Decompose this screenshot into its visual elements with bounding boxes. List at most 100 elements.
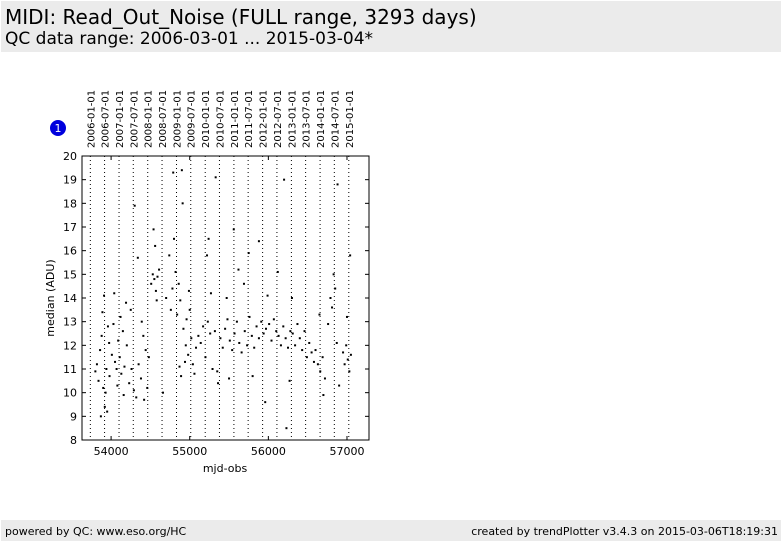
data-point [174,270,177,273]
data-point [156,275,159,278]
data-points [94,169,352,430]
data-point [336,183,339,186]
badge-icon[interactable]: 1 [50,120,66,136]
page-title: MIDI: Read_Out_Noise (FULL range, 3293 d… [5,5,477,29]
data-point [329,297,332,299]
data-point [303,330,306,333]
data-point [197,334,200,337]
data-point [298,337,301,340]
data-point [266,294,269,297]
data-point [345,344,348,347]
data-point [231,349,234,352]
data-point [144,349,147,352]
data-point [193,372,196,375]
data-point [224,327,227,330]
y-tick-label: 14 [63,292,77,305]
data-point [255,325,258,328]
badge-label: 1 [55,122,62,135]
data-point [206,320,209,323]
data-point [101,311,104,314]
data-point [97,379,100,382]
data-point [211,368,214,370]
data-point [125,301,128,304]
data-point [206,254,209,257]
data-point [130,368,133,370]
data-point [319,370,322,373]
data-point [240,351,243,354]
date-tick-label: 2014-07-01 [330,90,341,148]
data-point [301,349,304,352]
y-tick-label: 19 [63,174,77,187]
y-tick-label: 8 [70,434,77,447]
data-point [316,363,319,366]
data-point [323,377,326,380]
data-point [312,360,315,363]
data-point [343,363,346,366]
data-point [110,353,113,356]
data-point [318,313,321,316]
created-by-text: created by trendPlotter v3.4.3 on 2015-0… [471,525,778,538]
data-point [291,332,294,335]
data-point [331,306,334,309]
date-tick-label: 2009-01-01 [173,90,184,148]
data-point [332,273,335,276]
data-point [171,287,174,290]
data-point [345,315,348,318]
data-point [100,334,103,337]
data-point [142,334,145,337]
date-tick-label: 2010-07-01 [215,90,226,148]
date-tick-label: 2006-01-01 [86,90,97,148]
data-point [146,386,149,389]
data-point [282,325,285,328]
data-point [155,299,158,302]
data-point [225,297,228,299]
data-point [188,308,191,311]
data-point [268,323,271,326]
data-point [235,320,238,323]
data-point [133,204,136,207]
data-point [233,332,236,335]
data-point [204,356,207,359]
data-point [172,237,175,240]
data-point [219,337,222,340]
data-point [284,337,287,340]
data-point [216,370,219,373]
powered-by-text: powered by QC: www.eso.org/HC [5,525,187,538]
data-point [147,356,150,359]
data-point [184,360,187,363]
date-tick-label: 2011-07-01 [244,90,255,148]
data-point [213,330,216,333]
data-point [190,337,193,340]
date-tick-label: 2012-01-01 [259,90,270,148]
y-tick-label: 15 [63,268,77,281]
data-point [105,368,108,370]
trend-chart: 2006-01-01 2006-07-01 2007-01-01 2007-07-01… [44,90,370,475]
data-point [289,330,292,333]
y-tick-label: 17 [63,221,77,234]
x-tick-label: 54000 [94,445,129,458]
data-point [228,377,231,380]
data-point [151,273,154,276]
data-point [276,270,279,273]
data-point [140,320,143,323]
date-tick-label: 2011-01-01 [230,90,241,148]
data-point [121,330,124,333]
data-point [272,318,275,321]
data-point [103,294,106,297]
date-tick-label: 2015-01-01 [345,90,356,148]
data-point [283,178,286,181]
data-point [288,379,291,382]
y-tick-label: 18 [63,197,77,210]
data-point [248,315,251,318]
data-point [184,344,187,347]
x-axis: 54000 55000 56000 57000 [94,156,364,458]
data-point [136,256,139,259]
data-point [238,341,241,344]
data-point [120,372,123,375]
data-point [242,282,245,285]
data-point [349,254,352,257]
data-point [180,375,183,378]
data-point [296,323,299,326]
data-point [279,344,282,347]
data-point [115,368,118,370]
